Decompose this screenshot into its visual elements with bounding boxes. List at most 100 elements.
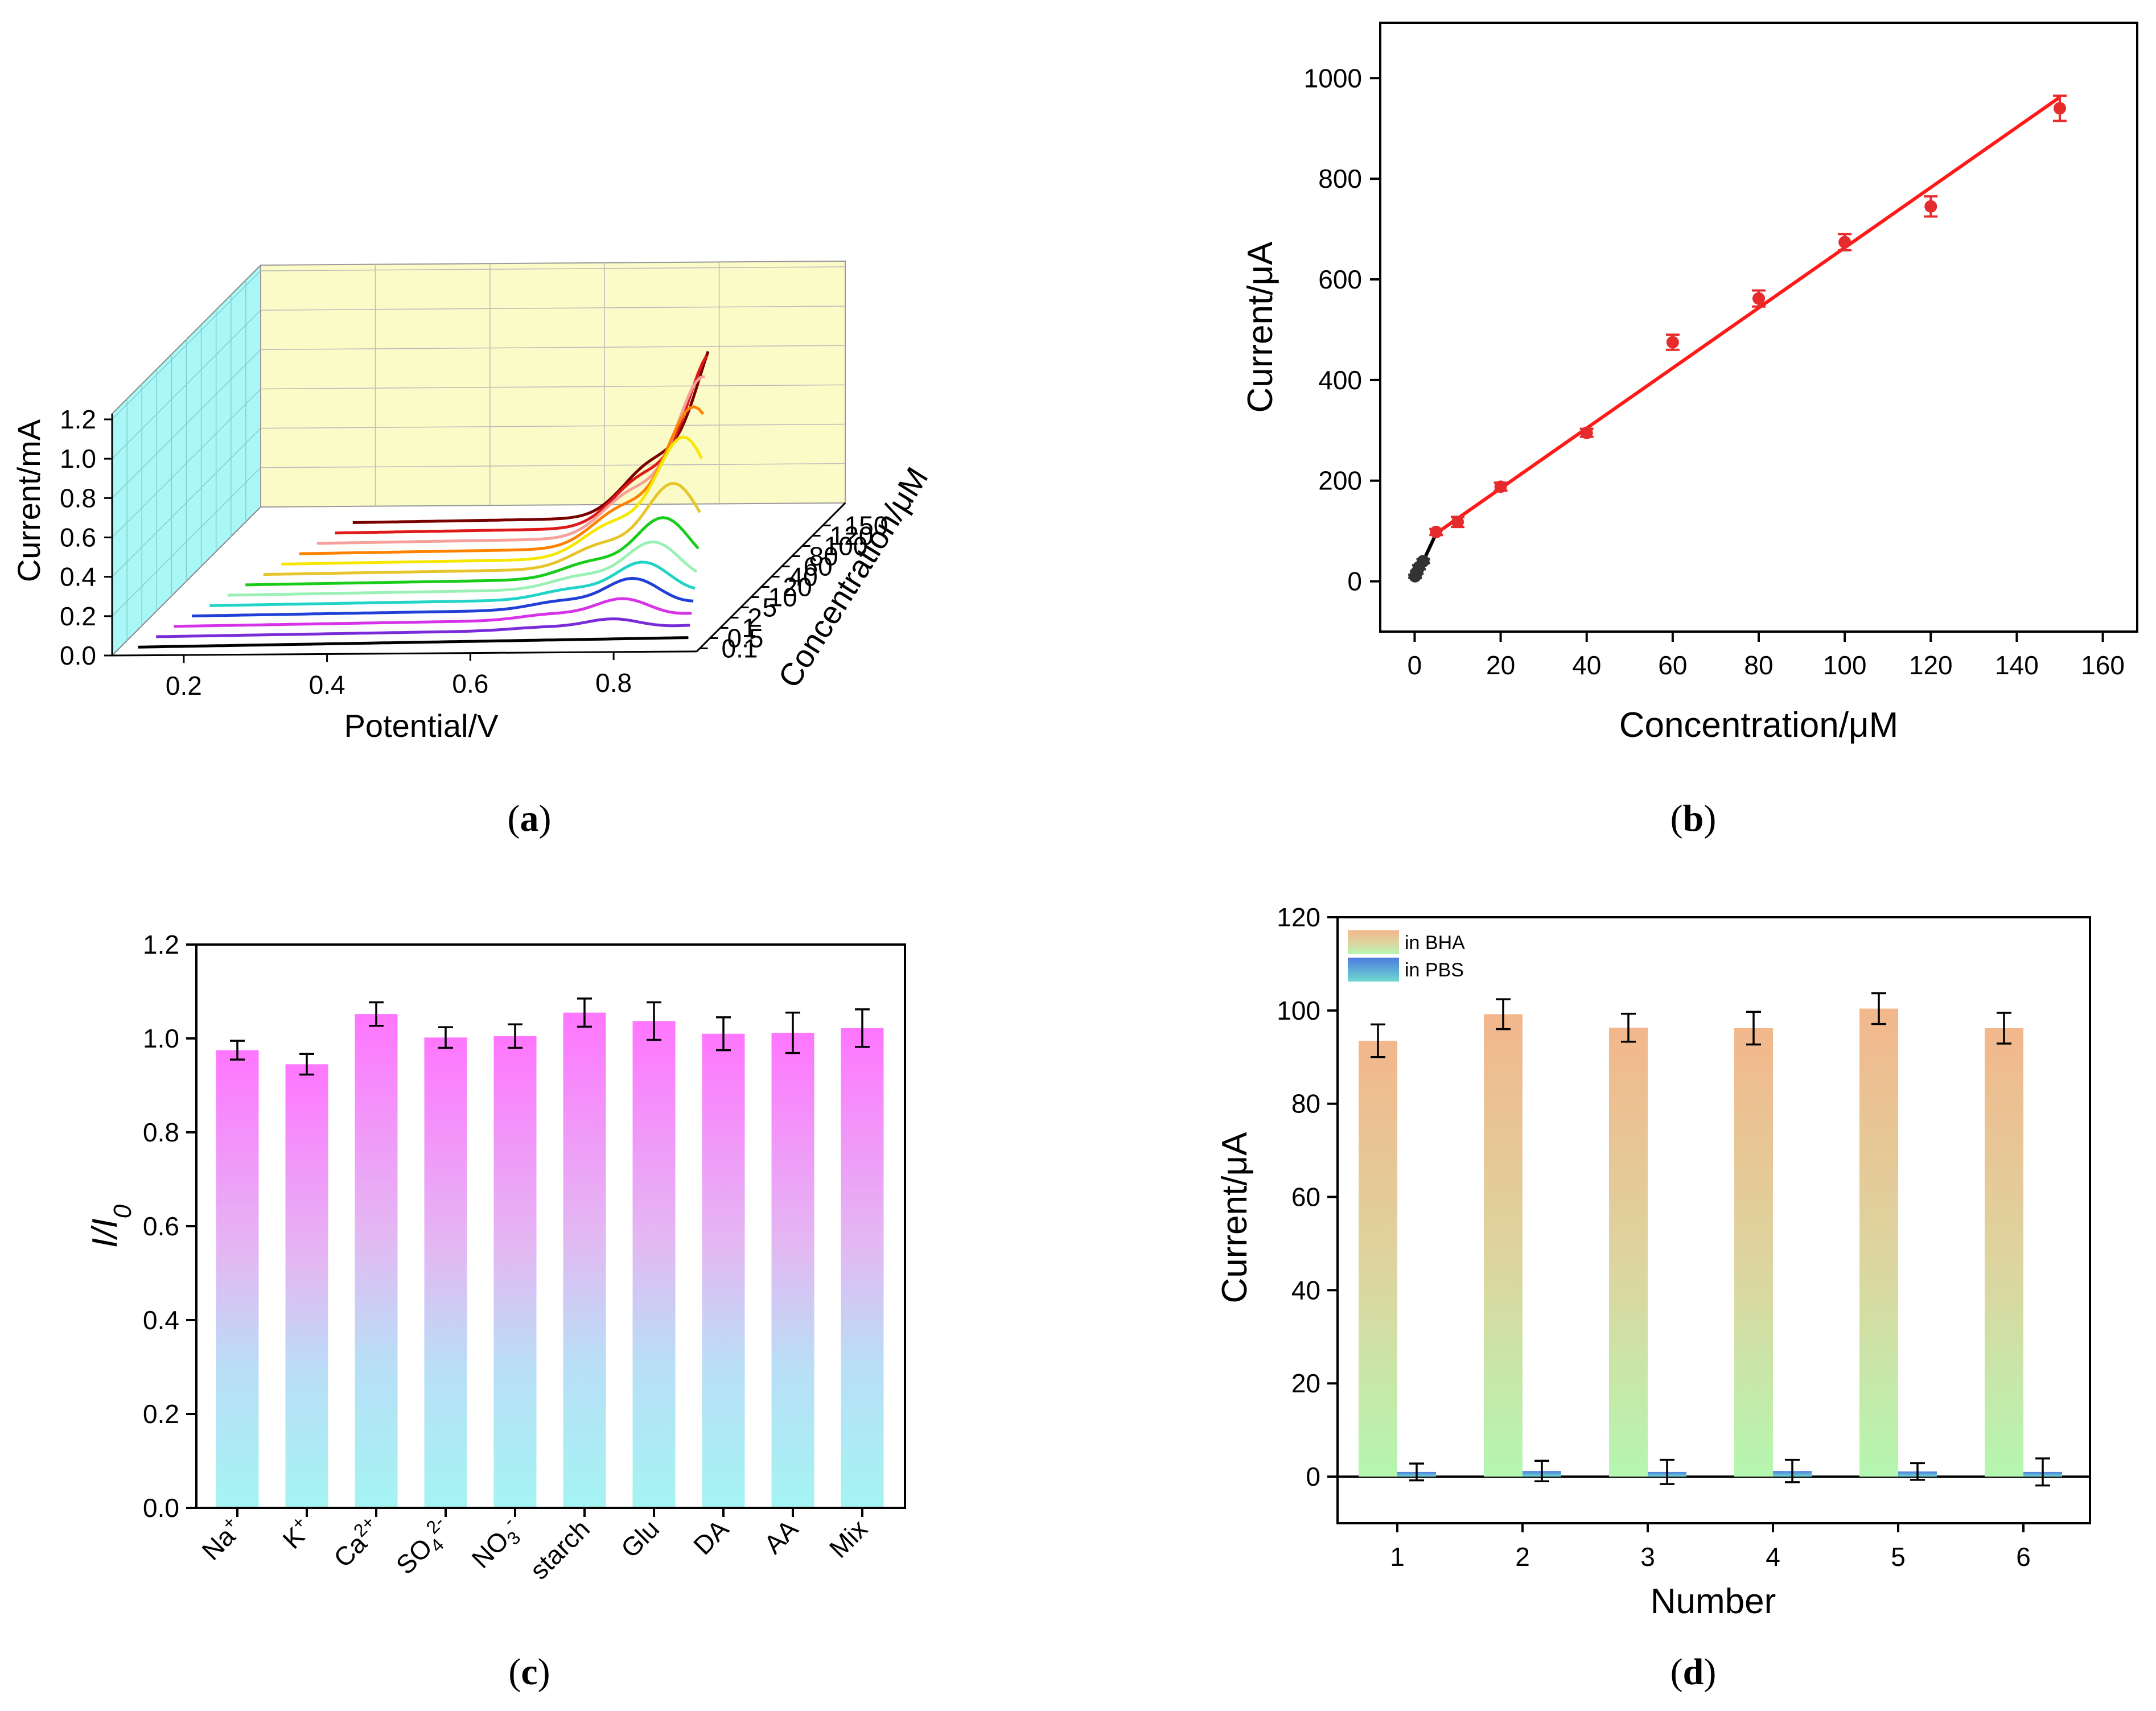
panel-b-x-tick-label: 0 (1408, 650, 1422, 680)
panel-a: 0.2 0.4 0.6 0.80.00.20.40.60.81.01.20.10.51… (11, 260, 935, 839)
panel-a-y-tick-label: 0.0 (60, 641, 96, 670)
panel-d-bar-bha-3 (1609, 1028, 1648, 1477)
panel-d-x-tick-label: 3 (1640, 1542, 1655, 1572)
panel-b-y-tick-label: 0 (1347, 567, 1362, 596)
panel-b-xlabel: Concentration/μM (1619, 706, 1899, 745)
panel-b-data-point (1494, 480, 1507, 493)
panel-b-point-group (1416, 555, 1430, 568)
panel-a-z-tick-label: 100 (824, 531, 868, 560)
panel-d-ticks: 0 20 40 60 80 100 120 1 2 3 4 5 6 (1277, 902, 2031, 1572)
panel-c-caption: (c) (508, 1651, 550, 1693)
panel-a-z-tick-label: 0.1 (722, 633, 758, 663)
panel-c-y-tick-label: 1.0 (143, 1024, 179, 1053)
panel-b-y-tick-label: 200 (1318, 466, 1362, 496)
panel-c-bar-starch (563, 1012, 606, 1508)
panel-b-data-point (1752, 292, 1765, 305)
panel-b-ticks: 0 20 40 60 80 100 120 140 160 0 200 400 600 800 1000 (1304, 63, 2125, 680)
legend-swatch-pbs (1348, 958, 1399, 982)
panel-a-y-tick-label: 0.4 (60, 562, 96, 592)
panel-a-z-tick-label: 0.5 (727, 623, 764, 653)
panel-c-y-tick-label: 0.6 (143, 1211, 179, 1241)
panel-b-point-group (1752, 289, 1766, 308)
panel-a-z-axis (696, 502, 846, 652)
panel-b-ylabel: Current/μA (1241, 241, 1280, 413)
panel-d-y-tick-label: 100 (1277, 996, 1320, 1025)
panel-b-y-tick-label: 400 (1318, 365, 1362, 395)
panel-a-curve-100 (316, 375, 705, 545)
panel-a-z-tick-label: 80 (809, 541, 838, 571)
panel-c-bar-K+ (285, 1064, 328, 1508)
panel-d-y-tick-label: 60 (1291, 1182, 1320, 1212)
panel-b-x-tick-label: 80 (1744, 650, 1773, 680)
panel-d-bar-bha-4 (1734, 1028, 1773, 1477)
panel-d-caption: (d) (1671, 1651, 1717, 1693)
panel-b-data-point (1666, 336, 1679, 349)
panel-c-bar-SO42- (424, 1037, 467, 1508)
panel-b-point-group (1493, 480, 1508, 493)
panel-c-y-tick-label: 1.2 (143, 930, 179, 959)
panel-a-curve-150 (352, 351, 710, 524)
panel-a-z-tick-label: 40 (789, 562, 818, 591)
panel-c-x-tick-label: K+ (275, 1512, 318, 1555)
panel-a-x-axis (112, 650, 697, 657)
panel-c-x-tick-label: Mix (824, 1514, 873, 1563)
panel-a-ylabel: Current/mA (11, 419, 47, 582)
panel-a-z-tick-label: 120 (830, 521, 874, 550)
panel-a-y-tick-label: 0.8 (60, 483, 96, 513)
panel-b-y-tick-label: 600 (1318, 265, 1362, 294)
panel-b-fit-line-high (1435, 96, 2061, 535)
panel-c-bar-AA (771, 1033, 814, 1508)
panel-c-x-tick-label: Na+ (194, 1512, 248, 1566)
panel-b-x-tick-label: 120 (1909, 650, 1953, 680)
panel-d-x-tick-label: 1 (1390, 1542, 1405, 1572)
panel-a-z-tick-label: 2 (748, 603, 763, 632)
panel-a-x-tick-label: 0.4 (309, 670, 345, 699)
panel-b-y-tick-label: 1000 (1304, 63, 1362, 93)
panel-a-z-tick-label: 10 (768, 582, 797, 612)
panel-c-y-tick-label: 0.0 (143, 1493, 179, 1523)
panel-b-point-group (2052, 94, 2067, 122)
panel-c-bar-Glu (632, 1021, 676, 1508)
panel-b-frame (1379, 22, 2138, 633)
panel-c-marks (216, 997, 884, 1508)
panel-d-y-tick-label: 0 (1306, 1462, 1320, 1491)
panel-d-bar-bha-2 (1484, 1014, 1523, 1477)
panel-b-x-tick-label: 20 (1486, 650, 1515, 680)
panel-b-point-group (1924, 195, 1938, 218)
panel-c-y-tick-label: 0.4 (143, 1305, 179, 1335)
panel-b: 0 20 40 60 80 100 120 140 160 0 200 400 600 800 1000 C… (1241, 22, 2138, 839)
panel-a-caption: (a) (508, 798, 552, 839)
panel-a-z-tick-label: 5 (763, 592, 777, 622)
panel-c-x-tick-label: NO3- (464, 1512, 529, 1577)
panel-b-marks (1408, 94, 2067, 583)
panel-d-bar-bha-6 (1985, 1028, 2023, 1477)
panel-b-point-group (1429, 525, 1443, 538)
panel-b-caption: (b) (1671, 798, 1717, 839)
panel-a-back-gridline (260, 266, 846, 271)
panel-d-ylabel: Current/μA (1215, 1132, 1254, 1304)
panel-a-y-tick-label: 1.2 (60, 405, 96, 434)
panel-a-walls (112, 260, 846, 657)
panel-b-point-group (1838, 233, 1852, 252)
panel-b-data-point (1417, 555, 1430, 568)
legend-swatch-bha (1348, 930, 1399, 954)
panel-a-x-tick-label: 0.8 (595, 668, 632, 698)
panel-a-back-gridline (260, 306, 846, 311)
panel-a-axes: 0.2 0.4 0.6 0.80.00.20.40.60.81.01.20.10.51… (60, 405, 888, 700)
panel-d-marks (1338, 992, 2090, 1487)
panel-c-y-tick-label: 0.8 (143, 1118, 179, 1147)
panel-b-y-tick-label: 800 (1318, 164, 1362, 193)
panel-d-bar-bha-5 (1859, 1008, 1898, 1477)
panel-c-bar-Mix (841, 1028, 884, 1508)
panel-d: 0 20 40 60 80 100 120 1 2 3 4 5 6 in BHA in PBS Numb… (1215, 902, 2091, 1693)
panel-b-point-group (1451, 516, 1465, 529)
panel-a-curve-20 (245, 516, 700, 587)
panel-a-xlabel: Potential/V (344, 708, 499, 744)
panel-c-x-tick-label: Glu (615, 1514, 665, 1563)
panel-b-x-tick-label: 40 (1572, 650, 1601, 680)
panel-a-curves (138, 351, 710, 649)
panel-c-x-tick-label: starch (524, 1514, 595, 1585)
panel-a-curve-60 (281, 435, 703, 566)
panel-b-data-point (2053, 102, 2066, 115)
